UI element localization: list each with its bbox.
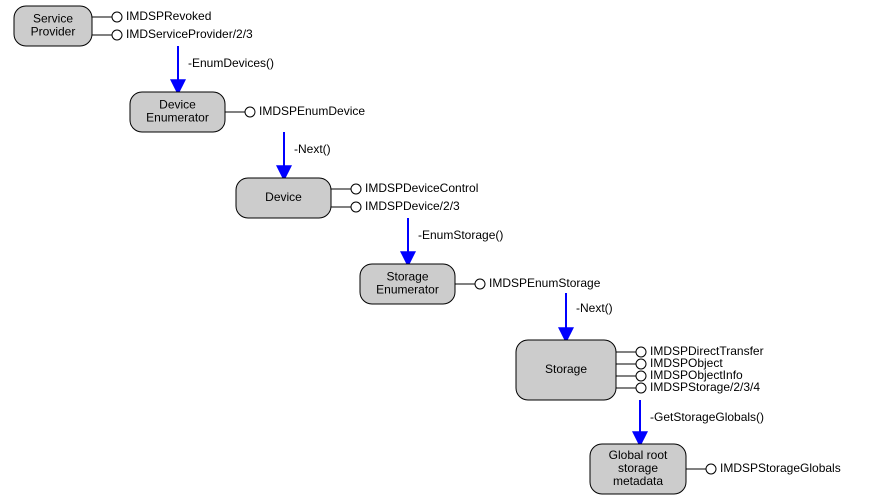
node-label: Service xyxy=(33,12,73,26)
interface-label: IMDSPStorage/2/3/4 xyxy=(650,380,760,394)
interface-label: IMDSPDeviceControl xyxy=(365,181,478,195)
node-label: Enumerator xyxy=(376,283,439,297)
node-device: Device IMDSPDeviceControl IMDSPDevice/2/3 xyxy=(236,178,478,218)
node-label: Enumerator xyxy=(146,111,209,125)
edge-device-to-storage_enumerator: -EnumStorage() xyxy=(408,218,503,264)
interface-label: IMDSPEnumStorage xyxy=(489,276,601,290)
interface-lollipop: IMDSPRevoked xyxy=(92,9,211,23)
edge-storage_enumerator-to-storage: -Next() xyxy=(566,293,613,340)
node-label: storage xyxy=(618,461,658,475)
node-label: metadata xyxy=(613,474,663,488)
interface-lollipop: IMDSPStorageGlobals xyxy=(686,461,841,475)
interface-label: IMDSPStorageGlobals xyxy=(720,461,841,475)
interface-lollipop: IMDSPDeviceControl xyxy=(331,181,478,195)
edge-label: -Next() xyxy=(294,142,331,156)
interface-label: IMDSPEnumDevice xyxy=(259,104,365,118)
node-storage: StorageIMDSPDirectTransferIMDSPObjectIMD… xyxy=(516,340,764,400)
node-storage_enumerator: StorageEnumerator IMDSPEnumStorage xyxy=(360,264,601,304)
node-device_enumerator: DeviceEnumerator IMDSPEnumDevice xyxy=(130,92,365,132)
edge-label: -Next() xyxy=(576,301,613,315)
edge-device_enumerator-to-device: -Next() xyxy=(284,132,331,178)
node-service_provider: ServiceProvider IMDSPRevoked IMDServicePro… xyxy=(14,6,253,46)
node-label: Global root xyxy=(609,448,668,462)
node-label: Storage xyxy=(386,270,428,284)
interface-label: IMDServiceProvider/2/3 xyxy=(126,27,253,41)
edge-storage-to-global_root: -GetStorageGlobals() xyxy=(640,400,764,444)
interface-lollipop: IMDSPDevice/2/3 xyxy=(331,199,460,213)
edge-label: -EnumDevices() xyxy=(188,56,274,70)
node-label: Provider xyxy=(31,25,76,39)
node-label: Device xyxy=(159,98,196,112)
interface-label: IMDSPDevice/2/3 xyxy=(365,199,460,213)
edge-label: -EnumStorage() xyxy=(418,228,503,242)
edge-label: -GetStorageGlobals() xyxy=(650,410,764,424)
node-global_root: Global rootstoragemetadata IMDSPStorageGl… xyxy=(590,444,841,494)
node-label: Storage xyxy=(545,362,587,376)
edge-service_provider-to-device_enumerator: -EnumDevices() xyxy=(178,46,274,92)
interface-lollipop: IMDSPEnumStorage xyxy=(455,276,601,290)
node-label: Device xyxy=(265,190,302,204)
interface-lollipop: IMDSPStorage/2/3/4 xyxy=(616,380,760,394)
interface-lollipop: IMDServiceProvider/2/3 xyxy=(92,27,253,41)
interface-lollipop: IMDSPEnumDevice xyxy=(225,104,365,118)
interface-label: IMDSPRevoked xyxy=(126,9,211,23)
